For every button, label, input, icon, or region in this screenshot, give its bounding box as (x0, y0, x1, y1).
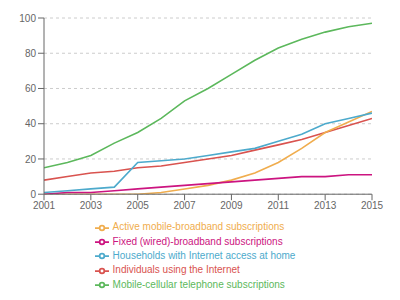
svg-text:40: 40 (25, 118, 37, 129)
svg-text:2009: 2009 (220, 200, 243, 211)
svg-text:2015: 2015 (361, 200, 384, 211)
svg-text:2007: 2007 (173, 200, 196, 211)
html-text:Households with Internet acces: Households with Internet access at home (112, 249, 296, 261)
svg-text:20: 20 (25, 154, 37, 165)
svg-text:2011: 2011 (268, 200, 290, 211)
svg-text:80: 80 (25, 48, 37, 59)
html-text:Mobile-cellular telephone subs: Mobile-cellular telephone subscriptions (112, 278, 285, 290)
svg-text:100: 100 (19, 13, 36, 24)
svg-text:2001: 2001 (33, 200, 56, 211)
svg-text:2005: 2005 (127, 200, 150, 211)
svg-text:60: 60 (25, 83, 37, 94)
html-text:Active mobile-broadband subscr: Active mobile-broadband subscriptions (112, 221, 285, 233)
svg-text:2013: 2013 (314, 200, 337, 211)
html-text:Individuals using the Internet: Individuals using the Internet (112, 264, 240, 276)
html-text:Fixed (wired)-broadband subscr: Fixed (wired)-broadband subscriptions (112, 235, 283, 247)
svg-text:2003: 2003 (80, 200, 103, 211)
svg-text:0: 0 (30, 189, 36, 200)
